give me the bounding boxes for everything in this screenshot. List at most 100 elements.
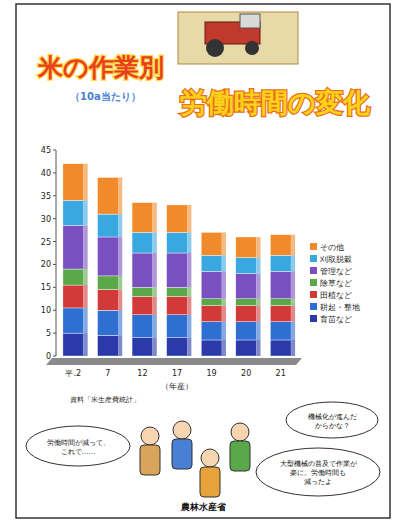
bar-side [153,253,157,287]
x-tick-label: 12 [137,369,147,378]
bar-side [222,322,226,340]
bar-segment [201,306,222,322]
bar-side [291,306,295,322]
bar-side [291,340,295,356]
bar-segment [97,237,118,276]
legend-label: 刈取脱穀 [319,255,352,264]
bar-side [84,226,88,269]
bar-segment [167,338,188,356]
bar-segment [132,315,153,338]
bar-segment [132,232,153,253]
bar-side [118,335,122,356]
bar-segment [201,340,222,356]
legend-label: 管理など [320,267,352,276]
y-tick-label: 25 [41,238,51,247]
bar-segment [201,299,222,306]
bar-side [291,271,295,298]
bar-segment [236,340,257,356]
bar-side [118,177,122,214]
bar-segment [132,203,153,233]
x-tick-label: 20 [241,369,251,378]
poster-frame [16,4,390,518]
bar-side [84,269,88,285]
y-tick [53,218,56,219]
bar-side [84,200,88,225]
bar-segment [167,296,188,314]
legend: その他刈取脱穀管理など除草など田植など耕起・整地育苗など [310,243,360,324]
y-axis [56,150,57,356]
x-tick-label: 平.2 [65,369,81,378]
bar-segment [167,315,188,338]
speech-bubble [256,448,380,496]
bar-segment [63,269,84,285]
bar-side [257,299,261,306]
y-tick-label: 0 [46,352,51,361]
bar-side [257,237,261,258]
bar-segment [132,338,153,356]
bar-side [153,232,157,253]
person-head [201,449,219,467]
bar-segment [97,276,118,290]
y-tick-label: 40 [41,169,51,178]
bar-side [257,322,261,340]
bar-segment [201,255,222,271]
bar-segment [270,235,291,256]
bar-segment [167,287,188,296]
bar-side [153,338,157,356]
bar-side [118,310,122,335]
person-body [140,445,160,475]
bar-segment [236,274,257,299]
bar-side [291,299,295,306]
legend-label: 除草など [320,279,352,288]
y-tick [53,172,56,173]
legend-swatch [310,255,317,262]
x-tick-label: 17 [172,369,182,378]
bar-segment [97,310,118,335]
bar-side [118,290,122,311]
title: 労働時間の変化 [180,87,371,118]
bar-side [257,258,261,274]
bar-side [222,232,226,255]
y-tick-label: 15 [41,283,51,292]
bar-segment [63,200,84,225]
x-tick-label: 19 [206,369,216,378]
bar-side [291,322,295,340]
person-head [173,421,191,439]
bar-side [118,276,122,290]
bar-segment [236,306,257,322]
y-tick [53,241,56,242]
bar-segment [270,306,291,322]
bar-side [187,338,191,356]
legend-swatch [310,243,317,250]
bar-segment [236,258,257,274]
legend-swatch [310,279,317,286]
bar-segment [132,287,153,296]
bubble-text: 大型機械の普及で作業が [280,459,358,468]
bubble-text: からかな？ [315,422,350,430]
bar-segment [270,299,291,306]
bar-segment [236,322,257,340]
tractor-wheel [245,41,259,55]
y-tick-label: 10 [41,306,51,315]
bar-side [187,296,191,314]
y-tick [53,195,56,196]
bar-side [257,274,261,299]
bar-side [153,203,157,233]
bar-segment [167,232,188,253]
bar-side [291,235,295,256]
bubble-text: 労働時間が減って、 [47,439,110,447]
bars [63,164,295,356]
y-tick [53,264,56,265]
y-tick-label: 20 [41,260,51,269]
bar-side [153,296,157,314]
bar-side [187,253,191,287]
person-head [141,427,159,445]
bar-segment [97,290,118,311]
bar-side [118,237,122,276]
bubble-text: 減ったよ [304,478,332,486]
bar-side [222,299,226,306]
people-illustration [140,421,250,497]
bar-segment [201,322,222,340]
bar-segment [201,232,222,255]
x-axis-title: （年産） [161,382,193,391]
